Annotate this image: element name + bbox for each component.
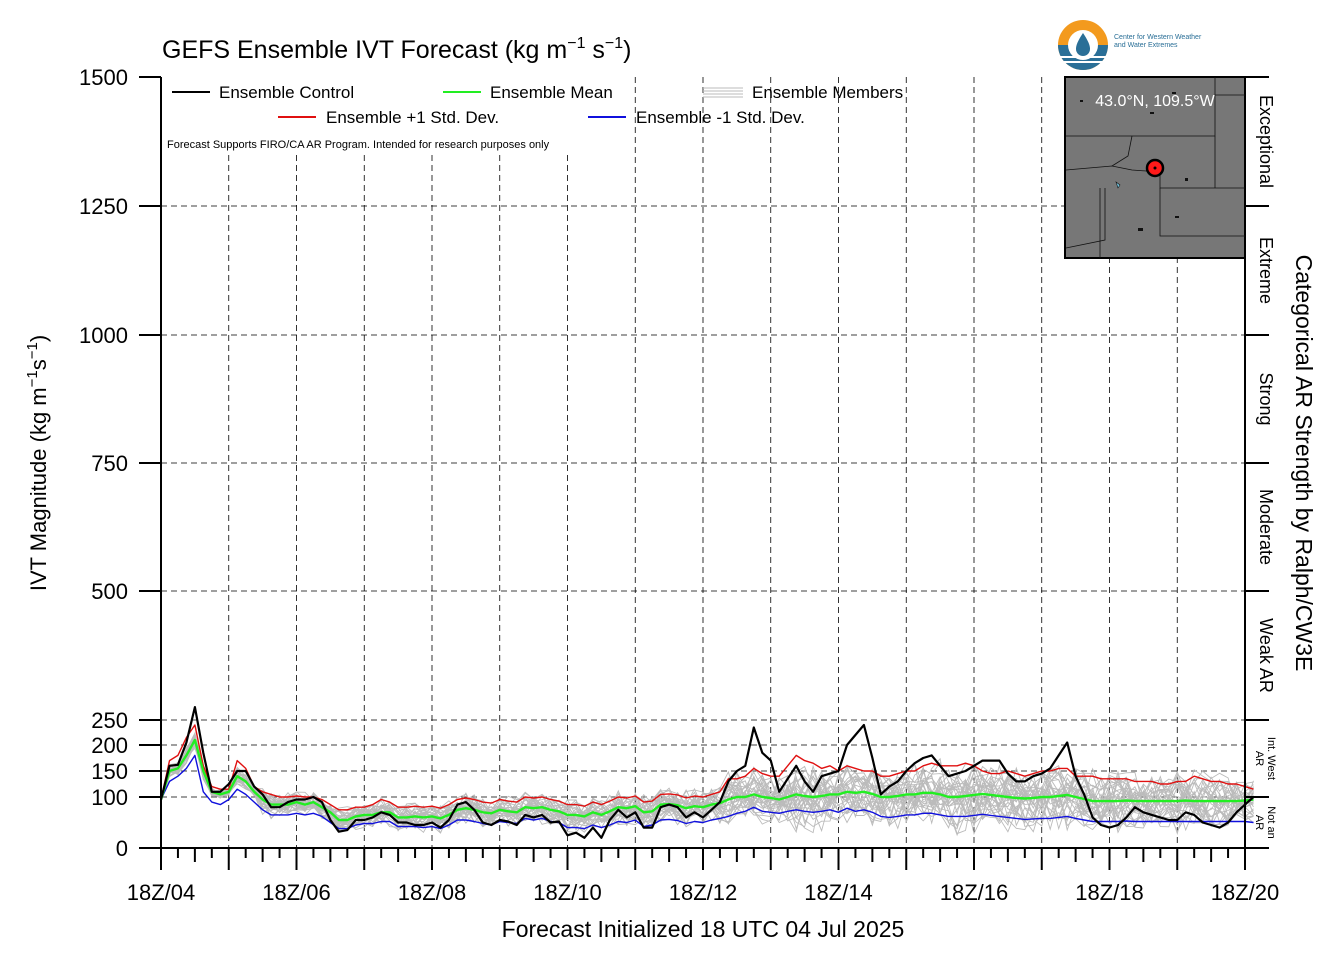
logo-text-line1: Center for Western Weather — [1114, 34, 1202, 41]
x-axis-label: Forecast Initialized 18 UTC 04 Jul 2025 — [502, 916, 905, 942]
y-tick-label: 1500 — [79, 65, 128, 90]
legend: Ensemble Control Ensemble Mean Ensemble … — [167, 83, 903, 151]
category-label: Moderate — [1256, 489, 1276, 565]
y-tick-label: 750 — [91, 451, 128, 476]
x-tick-label: 18Z/16 — [940, 880, 1009, 905]
logo-text: Center for Western Weather and Water Ext… — [1114, 34, 1201, 50]
x-tick-label: 18Z/08 — [398, 880, 467, 905]
x-tick-label: 18Z/10 — [533, 880, 602, 905]
y-tick-label: 200 — [91, 733, 128, 758]
ensemble-control-line — [159, 705, 1255, 839]
x-tick-label: 18Z/20 — [1211, 880, 1280, 905]
category-label: Strong — [1256, 372, 1276, 425]
y-axis-label: IVT Magnitude (kg m−1s−1) — [24, 335, 51, 591]
x-tick-label: 18Z/14 — [804, 880, 873, 905]
category-label: Exceptional — [1256, 95, 1276, 188]
logo-text-line2: and Water Extremes — [1114, 42, 1178, 49]
legend-members-label: Ensemble Members — [752, 83, 903, 102]
chart-title: GEFS Ensemble IVT Forecast (kg m−1 s−1) — [162, 35, 632, 64]
ensemble-members — [160, 731, 1254, 837]
legend-mean-label: Ensemble Mean — [490, 83, 613, 102]
category-label: Not anAR — [1253, 806, 1277, 838]
ensemble-member-line — [160, 742, 1254, 832]
y-tick-label: 150 — [91, 759, 128, 784]
legend-plus1-label: Ensemble +1 Std. Dev. — [326, 108, 499, 127]
x-tick-label: 18Z/04 — [127, 880, 196, 905]
y-tick-label: 100 — [91, 785, 128, 810]
legend-members-swatch — [703, 87, 743, 98]
ar-categories: Not anAR Int. WestAR Weak AR Moderate Strong… — [1245, 76, 1277, 849]
category-label: Int. WestAR — [1253, 737, 1277, 780]
category-label: Extreme — [1256, 237, 1276, 304]
ensemble-member-line — [160, 733, 1254, 829]
ensemble-mean-line — [159, 738, 1254, 822]
legend-minus1-label: Ensemble -1 Std. Dev. — [636, 108, 805, 127]
y-tick-label: 250 — [91, 708, 128, 733]
x-ticks: 18Z/04 18Z/06 18Z/08 18Z/10 18Z/12 18Z/14 18Z/… — [127, 848, 1280, 905]
x-tick-label: 18Z/18 — [1075, 880, 1144, 905]
disclaimer-text: Forecast Supports FIRO/CA AR Program. In… — [167, 139, 550, 151]
legend-control-label: Ensemble Control — [219, 83, 354, 102]
ensemble-member-line — [160, 735, 1254, 822]
ensemble-minus1-line — [160, 754, 1254, 830]
x-tick-label: 18Z/12 — [669, 880, 738, 905]
title-sup1: −1 — [567, 35, 585, 52]
inset-location-label: 43.0°N, 109.5°W — [1095, 93, 1215, 110]
y-tick-label: 0 — [116, 836, 128, 861]
y-tick-label: 500 — [91, 579, 128, 604]
ensemble-plus1-line — [160, 724, 1254, 811]
y-tick-label: 1000 — [79, 323, 128, 348]
inset-map: 43.0°N, 109.5°W — [1064, 76, 1246, 259]
ensemble-lines — [159, 705, 1255, 839]
cw3e-logo — [1058, 20, 1108, 70]
y-tick-label: 1250 — [79, 194, 128, 219]
grid-lines — [161, 77, 1245, 848]
x-tick-label: 18Z/06 — [262, 880, 331, 905]
right-axis-label: Categorical AR Strength by Ralph/CW3E — [1291, 255, 1317, 672]
category-label: Weak AR — [1256, 618, 1276, 693]
title-sup2: −1 — [605, 35, 623, 52]
